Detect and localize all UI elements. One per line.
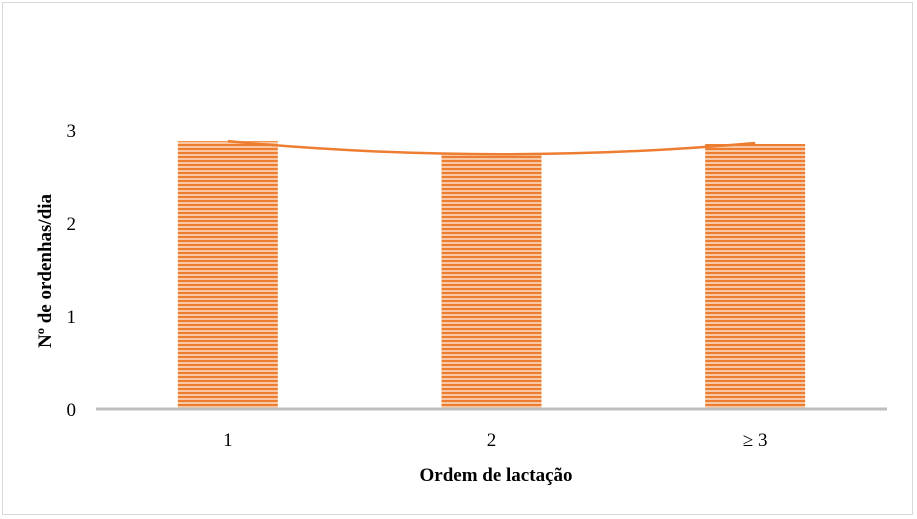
y-tick-label: 0 xyxy=(67,400,77,421)
bar xyxy=(705,143,806,409)
x-axis-title: Ordem de lactação xyxy=(419,465,572,486)
bar xyxy=(177,141,278,409)
y-axis-ticks: 0 1 2 3 xyxy=(67,121,77,421)
y-tick-label: 3 xyxy=(67,121,77,142)
bar xyxy=(441,153,542,409)
x-tick-label: ≥ 3 xyxy=(743,430,768,451)
x-tick-label: 2 xyxy=(487,430,497,451)
trendline xyxy=(227,139,756,156)
y-tick-label: 1 xyxy=(67,307,77,328)
y-axis-title: Nº de ordenhas/dia xyxy=(35,193,56,348)
x-tick-label: 1 xyxy=(223,430,233,451)
x-axis-ticks: 1 2 ≥ 3 xyxy=(223,430,767,451)
bars xyxy=(177,141,806,409)
y-tick-label: 2 xyxy=(67,214,77,235)
